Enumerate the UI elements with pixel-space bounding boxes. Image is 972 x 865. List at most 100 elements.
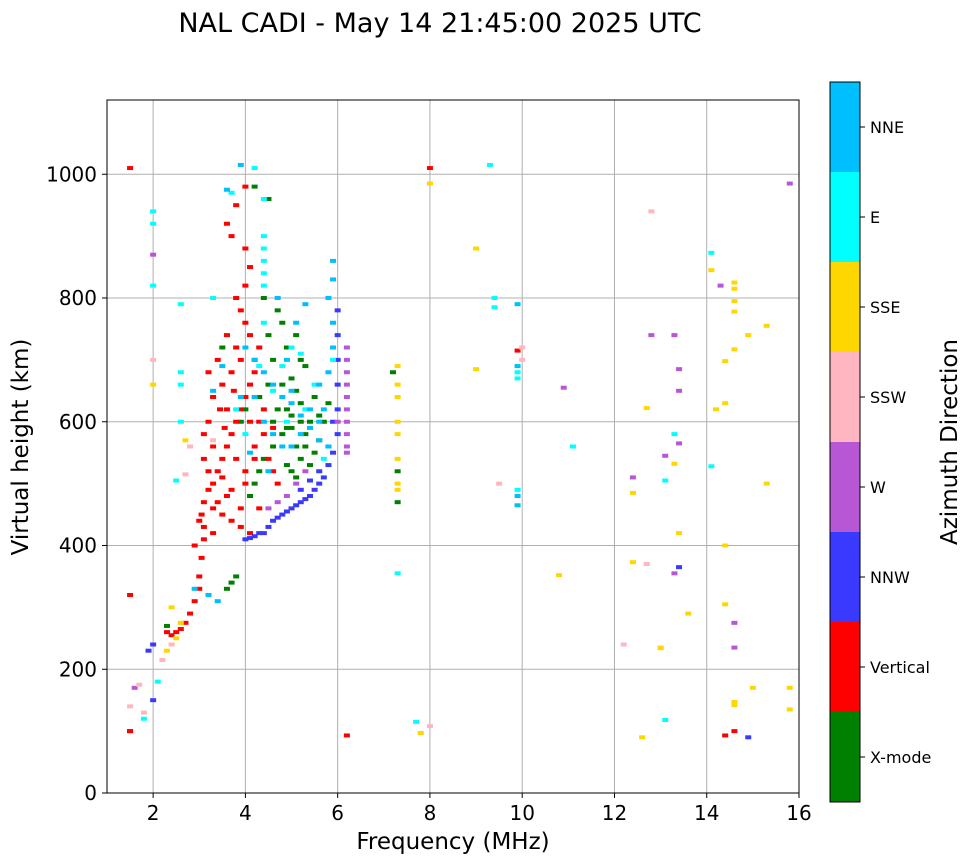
data-point <box>228 487 235 492</box>
data-point <box>256 419 263 424</box>
data-point <box>233 345 240 350</box>
data-point <box>722 401 729 406</box>
data-point <box>247 382 254 387</box>
y-tick-label: 1000 <box>46 162 97 186</box>
data-point <box>177 382 184 387</box>
data-point <box>159 657 166 662</box>
data-point <box>210 388 217 393</box>
data-point <box>288 413 295 418</box>
data-point <box>293 481 300 486</box>
data-point <box>486 162 493 167</box>
colorbar-label: Vertical <box>870 658 930 677</box>
colorbar-title: Azimuth Direction <box>937 339 963 545</box>
data-point <box>163 623 170 628</box>
data-point <box>260 246 267 251</box>
data-point <box>306 407 313 412</box>
data-point <box>316 469 323 474</box>
data-point <box>731 309 738 314</box>
data-point <box>223 333 230 338</box>
data-point <box>731 280 738 285</box>
data-point <box>260 234 267 239</box>
data-point <box>676 388 683 393</box>
data-point <box>177 302 184 307</box>
data-point <box>256 531 263 536</box>
x-tick-label: 10 <box>509 801 534 825</box>
data-point <box>288 388 295 393</box>
data-point <box>127 166 134 171</box>
x-tick-label: 14 <box>694 801 719 825</box>
data-point <box>247 419 254 424</box>
data-point <box>251 166 258 171</box>
data-point <box>426 724 433 729</box>
data-point <box>140 710 147 715</box>
data-point <box>514 302 521 307</box>
data-point <box>491 305 498 310</box>
data-point <box>237 395 244 399</box>
data-point <box>233 419 240 424</box>
data-point <box>210 481 217 486</box>
data-point <box>251 534 258 539</box>
data-point <box>265 382 272 387</box>
data-point <box>343 432 350 437</box>
data-point <box>198 512 205 517</box>
data-point <box>283 425 290 430</box>
data-point <box>145 648 152 653</box>
data-point <box>237 506 244 511</box>
data-point <box>251 395 258 399</box>
data-point <box>676 367 683 372</box>
data-point <box>514 487 521 492</box>
data-point <box>270 419 277 424</box>
x-tick-label: 12 <box>602 801 627 825</box>
data-point <box>316 413 323 418</box>
data-point <box>265 456 272 461</box>
data-point <box>279 432 286 437</box>
data-point <box>242 432 249 437</box>
data-point <box>260 419 267 424</box>
data-point <box>283 494 290 498</box>
data-point <box>242 246 249 251</box>
data-point <box>251 456 258 461</box>
series-x-mode <box>127 184 401 734</box>
y-axis-label: Virtual height (km) <box>8 339 34 556</box>
data-point <box>210 438 217 443</box>
data-point <box>731 703 738 708</box>
data-point <box>519 345 526 350</box>
data-point <box>643 406 650 411</box>
data-point <box>786 181 793 186</box>
data-point <box>251 481 258 486</box>
data-point <box>394 571 401 576</box>
data-point <box>330 450 337 455</box>
data-point <box>306 478 313 483</box>
colorbar-swatch <box>830 712 860 802</box>
data-point <box>251 357 258 362</box>
data-point <box>150 252 157 257</box>
data-point <box>242 537 249 542</box>
data-point <box>343 450 350 455</box>
data-point <box>662 453 669 458</box>
data-point <box>283 357 290 362</box>
data-point <box>205 593 212 597</box>
data-point <box>274 481 281 486</box>
data-point <box>260 531 267 536</box>
data-point <box>274 515 281 520</box>
data-point <box>191 543 198 548</box>
data-point <box>265 506 272 511</box>
data-point <box>200 500 207 505</box>
data-point <box>473 246 480 251</box>
data-point <box>731 645 738 650</box>
data-point <box>629 560 636 565</box>
data-point <box>237 162 244 167</box>
colorbar-label: X-mode <box>870 748 931 767</box>
data-point <box>168 605 175 610</box>
data-point <box>173 630 180 635</box>
data-point <box>708 268 715 273</box>
data-point <box>150 209 157 214</box>
data-point <box>198 555 205 560</box>
data-point <box>200 456 207 461</box>
data-point <box>394 364 401 369</box>
data-point <box>316 419 323 424</box>
data-point <box>334 419 341 424</box>
data-point <box>127 593 134 597</box>
data-point <box>242 184 249 189</box>
data-point <box>279 382 286 387</box>
